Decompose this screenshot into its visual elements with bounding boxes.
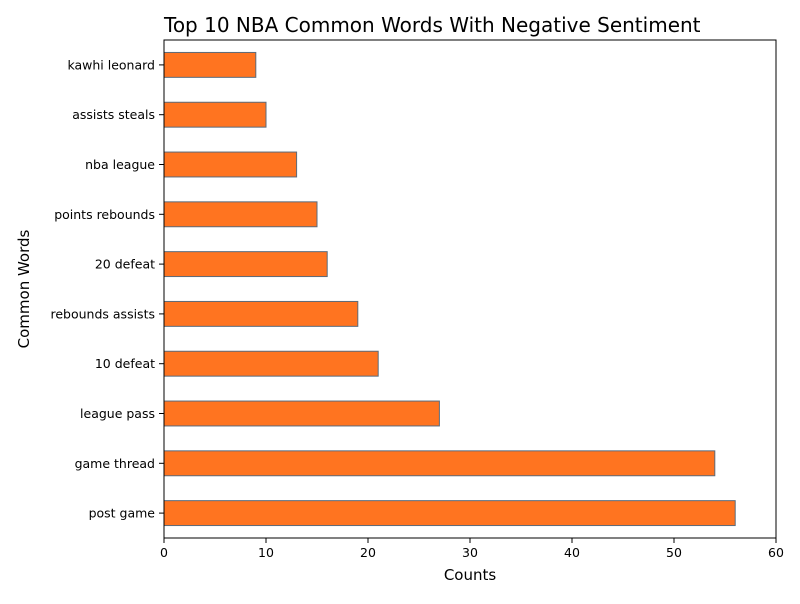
x-tick-label: 10 — [258, 545, 274, 560]
bar-league-pass — [163, 400, 440, 427]
bar-post-game — [163, 500, 736, 527]
x-axis-ticks: 0 10 20 30 40 50 60 — [160, 538, 784, 560]
x-tick-label: 20 — [360, 545, 376, 560]
y-tick-label: points rebounds — [54, 207, 155, 222]
x-tick-label: 50 — [666, 545, 682, 560]
bar-game-thread — [163, 450, 716, 477]
bar-points-rebounds — [163, 201, 318, 228]
plot-frame — [163, 39, 777, 539]
x-axis-label: Counts — [444, 566, 497, 584]
bar-assists-steals — [163, 101, 267, 128]
x-tick-label: 0 — [160, 545, 168, 560]
y-tick-label: nba league — [85, 157, 155, 172]
bar-nba-league — [163, 151, 298, 178]
y-tick-label: league pass — [80, 406, 155, 421]
y-axis-ticks: post game game thread league pass 10 defeat… — [51, 57, 164, 521]
y-tick-label: rebounds assists — [51, 306, 156, 321]
y-tick-label: kawhi leonard — [67, 57, 155, 72]
bars — [163, 51, 736, 527]
bar-kawhi-leonard — [163, 51, 257, 78]
y-tick-label: 20 defeat — [95, 257, 155, 272]
y-axis-label: Common Words — [15, 229, 33, 348]
x-tick-label: 60 — [768, 545, 784, 560]
bar-20-defeat — [163, 251, 328, 278]
y-tick-label: post game — [89, 506, 156, 521]
y-tick-label: 10 defeat — [95, 356, 155, 371]
x-tick-label: 40 — [564, 545, 580, 560]
x-tick-label: 30 — [462, 545, 478, 560]
y-tick-label: game thread — [75, 456, 155, 471]
chart-title: Top 10 NBA Common Words With Negative Se… — [163, 13, 701, 37]
y-tick-label: assists steals — [72, 107, 155, 122]
bar-10-defeat — [163, 350, 379, 377]
bar-rebounds-assists — [163, 300, 359, 327]
